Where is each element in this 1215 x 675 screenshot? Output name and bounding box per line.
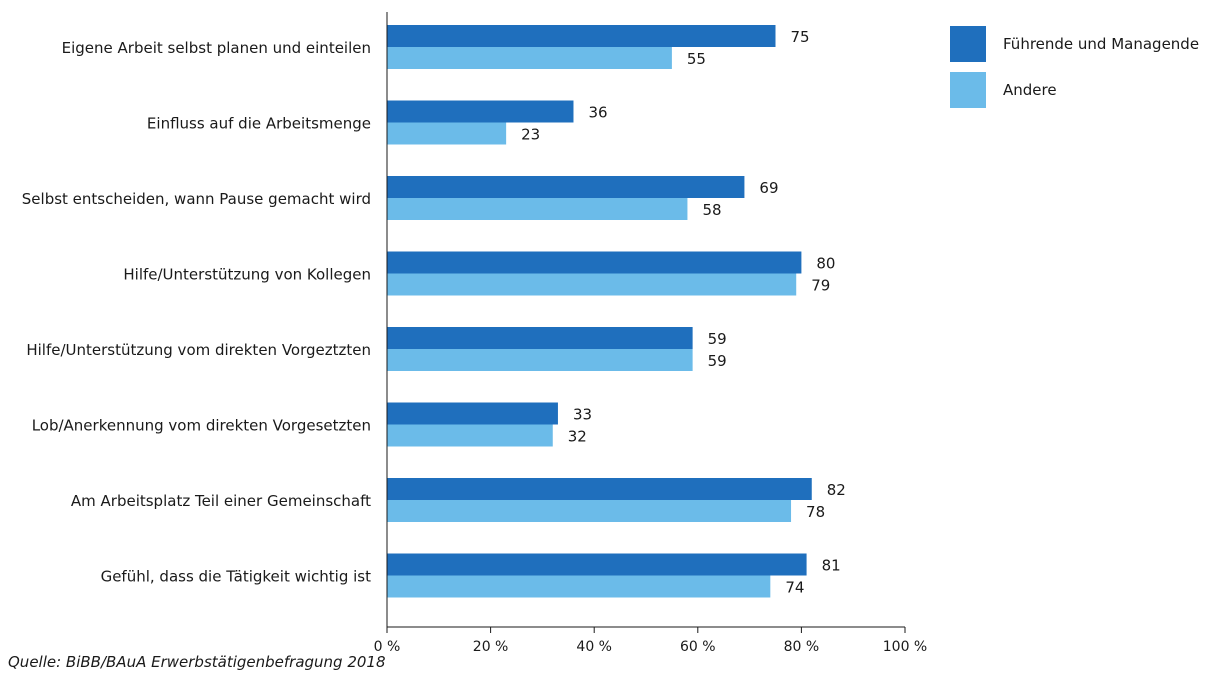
bar-fuehrende	[387, 327, 693, 349]
category-label: Selbst entscheiden, wann Pause gemacht w…	[22, 190, 371, 208]
x-tick-label: 100 %	[883, 639, 927, 655]
bar-andere	[387, 122, 507, 145]
bars-layer	[387, 25, 812, 598]
bar-fuehrende	[387, 25, 776, 47]
x-tick-label: 60 %	[680, 639, 716, 655]
x-tick-label: 0 %	[374, 639, 401, 655]
value-label: 59	[708, 352, 727, 370]
value-label: 78	[806, 503, 825, 521]
bar-fuehrende	[387, 478, 812, 500]
bar-andere	[387, 424, 553, 447]
x-tick-label: 20 %	[473, 639, 509, 655]
category-label: Am Arbeitsplatz Teil einer Gemeinschaft	[71, 492, 371, 510]
value-label: 80	[816, 255, 835, 273]
axis-layer: 0 % 20 % 40 % 60 % 80 % 100 %	[374, 12, 927, 655]
bar-andere	[387, 273, 797, 296]
bar-andere	[387, 198, 688, 220]
value-label: 81	[822, 557, 841, 575]
bar-andere	[387, 500, 792, 522]
value-label: 75	[791, 28, 810, 46]
value-label: 74	[785, 579, 804, 597]
source-note: Quelle: BiBB/BAuA Erwerbstätigenbefragun…	[8, 653, 386, 671]
value-label: 59	[708, 330, 727, 348]
value-label: 33	[573, 406, 592, 424]
value-label: 32	[568, 428, 587, 446]
legend-swatch-andere	[950, 72, 986, 108]
x-tick-label: 80 %	[784, 639, 820, 655]
bar-fuehrende	[387, 100, 574, 123]
bar-andere	[387, 349, 693, 371]
value-label: 58	[702, 201, 721, 219]
bar-andere	[387, 575, 771, 598]
bar-fuehrende	[387, 402, 558, 425]
value-label: 55	[687, 50, 706, 68]
value-label: 69	[759, 179, 778, 197]
category-label: Gefühl, dass die Tätigkeit wichtig ist	[101, 568, 372, 586]
x-tick-label: 40 %	[576, 639, 612, 655]
value-label: 79	[811, 277, 830, 295]
value-label: 82	[827, 481, 846, 499]
bar-fuehrende	[387, 251, 802, 274]
legend-label: Andere	[1003, 81, 1057, 99]
bar-fuehrende	[387, 553, 807, 576]
category-label: Lob/Anerkennung vom direkten Vorgesetzte…	[32, 417, 371, 435]
category-label: Einfluss auf die Arbeitsmenge	[147, 115, 371, 133]
category-label: Hilfe/Unterstützung von Kollegen	[123, 266, 371, 284]
labels-layer: Eigene Arbeit selbst planen und einteile…	[22, 28, 846, 597]
value-label: 36	[588, 104, 607, 122]
category-label: Eigene Arbeit selbst planen und einteile…	[62, 39, 371, 57]
bar-fuehrende	[387, 176, 745, 198]
bar-andere	[387, 47, 672, 69]
legend: Führende und Managende Andere	[950, 26, 1199, 108]
legend-swatch-fuehrende	[950, 26, 986, 62]
legend-label: Führende und Managende	[1003, 35, 1199, 53]
category-label: Hilfe/Unterstützung vom direkten Vorgezt…	[26, 341, 371, 359]
value-label: 23	[521, 126, 540, 144]
